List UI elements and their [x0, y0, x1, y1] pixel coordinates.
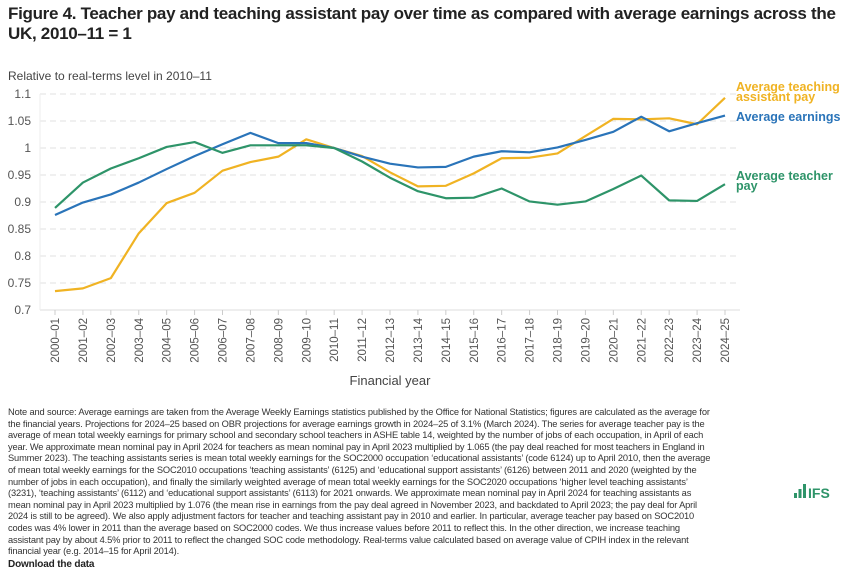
x-tick-label: 2023–24	[692, 317, 704, 362]
note-line: assistant pay by about 4.5% prior to 201…	[8, 534, 689, 545]
x-tick-label: 2015–16	[469, 318, 481, 363]
y-tick-label: 0.85	[8, 222, 32, 236]
x-tick-label: 2018–19	[553, 318, 565, 363]
note-text: Note and source: Average earnings are ta…	[8, 407, 788, 558]
x-tick-label: 2016–17	[497, 318, 509, 363]
x-tick-label: 2012–13	[385, 318, 397, 363]
note-line: 2024 is still to be agreed). We also app…	[8, 511, 695, 522]
y-tick-label: 0.8	[14, 249, 31, 263]
x-tick-label: 2013–14	[413, 317, 425, 362]
note-line: Summer 2023). The teaching assistants se…	[8, 453, 711, 464]
note-line: (3231), ‘teaching assistants’ (6112) and…	[8, 488, 692, 499]
line-chart: Relative to real-terms level in 2010–11 0…	[8, 69, 841, 388]
note-line: codes was 4% lower in 2011 than the aver…	[8, 522, 680, 533]
note-line: number of jobs in each occupation), and …	[8, 476, 688, 487]
y-tick-label: 1.05	[8, 114, 32, 128]
x-tick-label: 2017–18	[525, 318, 537, 363]
y-tick-label: 0.95	[8, 168, 32, 182]
series-line-average-earnings	[54, 114, 726, 216]
x-tick-label: 2022–23	[664, 318, 676, 363]
x-tick-label: 2009–10	[301, 318, 313, 363]
note-line: average of mean total weekly earnings fo…	[8, 430, 704, 441]
x-tick-label: 2011–12	[357, 318, 369, 362]
x-tick-label: 2021–22	[636, 318, 648, 363]
note-line: mean nominal pay in April 2023 multiplie…	[8, 499, 697, 510]
y-tick-label: 0.7	[14, 303, 31, 317]
note-line: of mean total weekly earnings for the SO…	[8, 464, 697, 475]
x-tick-label: 2000–01	[50, 318, 62, 363]
y-tick-label: 1.1	[14, 87, 31, 101]
series-label: Average earnings	[736, 110, 840, 124]
note-line: the financial years. Projections for 202…	[8, 418, 705, 429]
x-tick-label: 2003–04	[134, 317, 146, 362]
svg-text:IFS: IFS	[808, 485, 830, 501]
x-tick-label: 2020–21	[608, 318, 620, 363]
x-tick-label: 2005–06	[190, 318, 202, 363]
x-tick-label: 2019–20	[580, 318, 592, 363]
ifs-logo: IFS	[794, 484, 830, 501]
x-tick-label: 2007–08	[245, 318, 257, 363]
x-tick-label: 2006–07	[218, 318, 230, 363]
x-tick-label: 2008–09	[273, 318, 285, 363]
figure-title: Figure 4. Teacher pay and teaching assis…	[8, 4, 836, 43]
x-axis-label: Financial year	[350, 373, 432, 388]
y-tick-label: 0.9	[14, 195, 31, 209]
note-line: year. We approximate mean nominal pay in…	[8, 441, 705, 452]
x-tick-label: 2010–11	[329, 318, 341, 362]
series-line-average-teacher-pay	[54, 140, 726, 209]
x-tick-label: 2014–15	[441, 318, 453, 363]
series-label: Average teacher pay	[736, 169, 833, 193]
notes: Note and source: Average earnings are ta…	[8, 407, 788, 570]
y-tick-label: 0.75	[8, 276, 32, 290]
y-tick-label: 1	[24, 141, 31, 155]
chart-subtitle: Relative to real-terms level in 2010–11	[8, 69, 212, 83]
x-tick-label: 2001–02	[78, 318, 90, 363]
download-data-link[interactable]: Download the data	[8, 558, 95, 570]
series-line-average-teaching-assistant-pay	[54, 96, 726, 293]
series-label: Average teaching assistant pay	[736, 80, 840, 104]
x-tick-label: 2024–25	[720, 318, 732, 363]
note-line: Note and source: Average earnings are ta…	[8, 407, 710, 417]
x-tick-label: 2002–03	[106, 318, 118, 363]
note-line: financial year (e.g. 2014–15 for April 2…	[8, 546, 180, 557]
x-tick-label: 2004–05	[162, 318, 174, 363]
